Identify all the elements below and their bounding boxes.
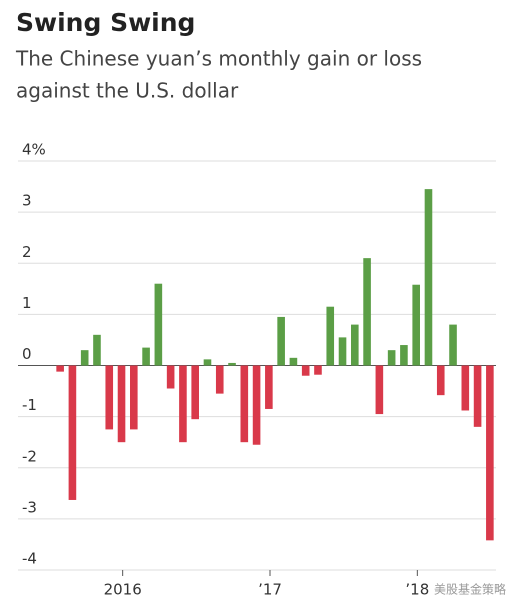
bar [449, 324, 457, 366]
y-tick-label: 4% [22, 141, 46, 159]
bar [130, 365, 138, 430]
bar [105, 365, 114, 430]
bar [387, 350, 396, 366]
bar [142, 347, 150, 366]
bar [68, 365, 77, 500]
bar [191, 365, 199, 420]
bar [56, 365, 64, 372]
bar [412, 284, 420, 366]
bar [351, 324, 359, 366]
x-tick-label: ’17 [258, 581, 282, 599]
bar [240, 365, 249, 443]
bar [486, 365, 494, 541]
bar [436, 365, 445, 396]
bar [363, 258, 371, 366]
bar [80, 350, 89, 366]
bar [424, 189, 433, 366]
bar [215, 365, 224, 394]
bar [228, 362, 236, 366]
bar [400, 345, 408, 366]
bar [265, 365, 273, 409]
chart-subtitle: The Chinese yuan’s monthly gain or loss [15, 47, 422, 71]
y-tick-label: -1 [22, 396, 37, 414]
x-tick-label: ’18 [405, 581, 429, 599]
watermark: 美股基金策略 [434, 582, 506, 597]
y-tick-label: 2 [22, 243, 32, 261]
bar [203, 359, 212, 366]
bar [93, 334, 101, 366]
bar [117, 365, 126, 443]
bar [179, 365, 187, 443]
y-tick-label: -3 [22, 498, 37, 516]
chart-subtitle: against the U.S. dollar [16, 79, 239, 103]
bar [461, 365, 470, 411]
bar [252, 365, 261, 445]
bar [301, 365, 310, 376]
y-tick-label: -2 [22, 447, 37, 465]
y-tick-label: 1 [22, 294, 32, 312]
bar [473, 365, 482, 427]
chart-title: Swing Swing [16, 8, 195, 37]
bar [154, 283, 163, 366]
bar [326, 306, 335, 366]
bar [277, 316, 285, 366]
bar [338, 337, 347, 366]
y-tick-label: 3 [22, 192, 32, 210]
x-tick-label: 2016 [104, 581, 142, 599]
y-tick-label: 0 [22, 345, 32, 363]
bar [289, 357, 298, 366]
y-tick-label: -4 [22, 550, 37, 568]
bar [314, 365, 322, 375]
bar [375, 365, 384, 415]
bar [166, 365, 175, 389]
